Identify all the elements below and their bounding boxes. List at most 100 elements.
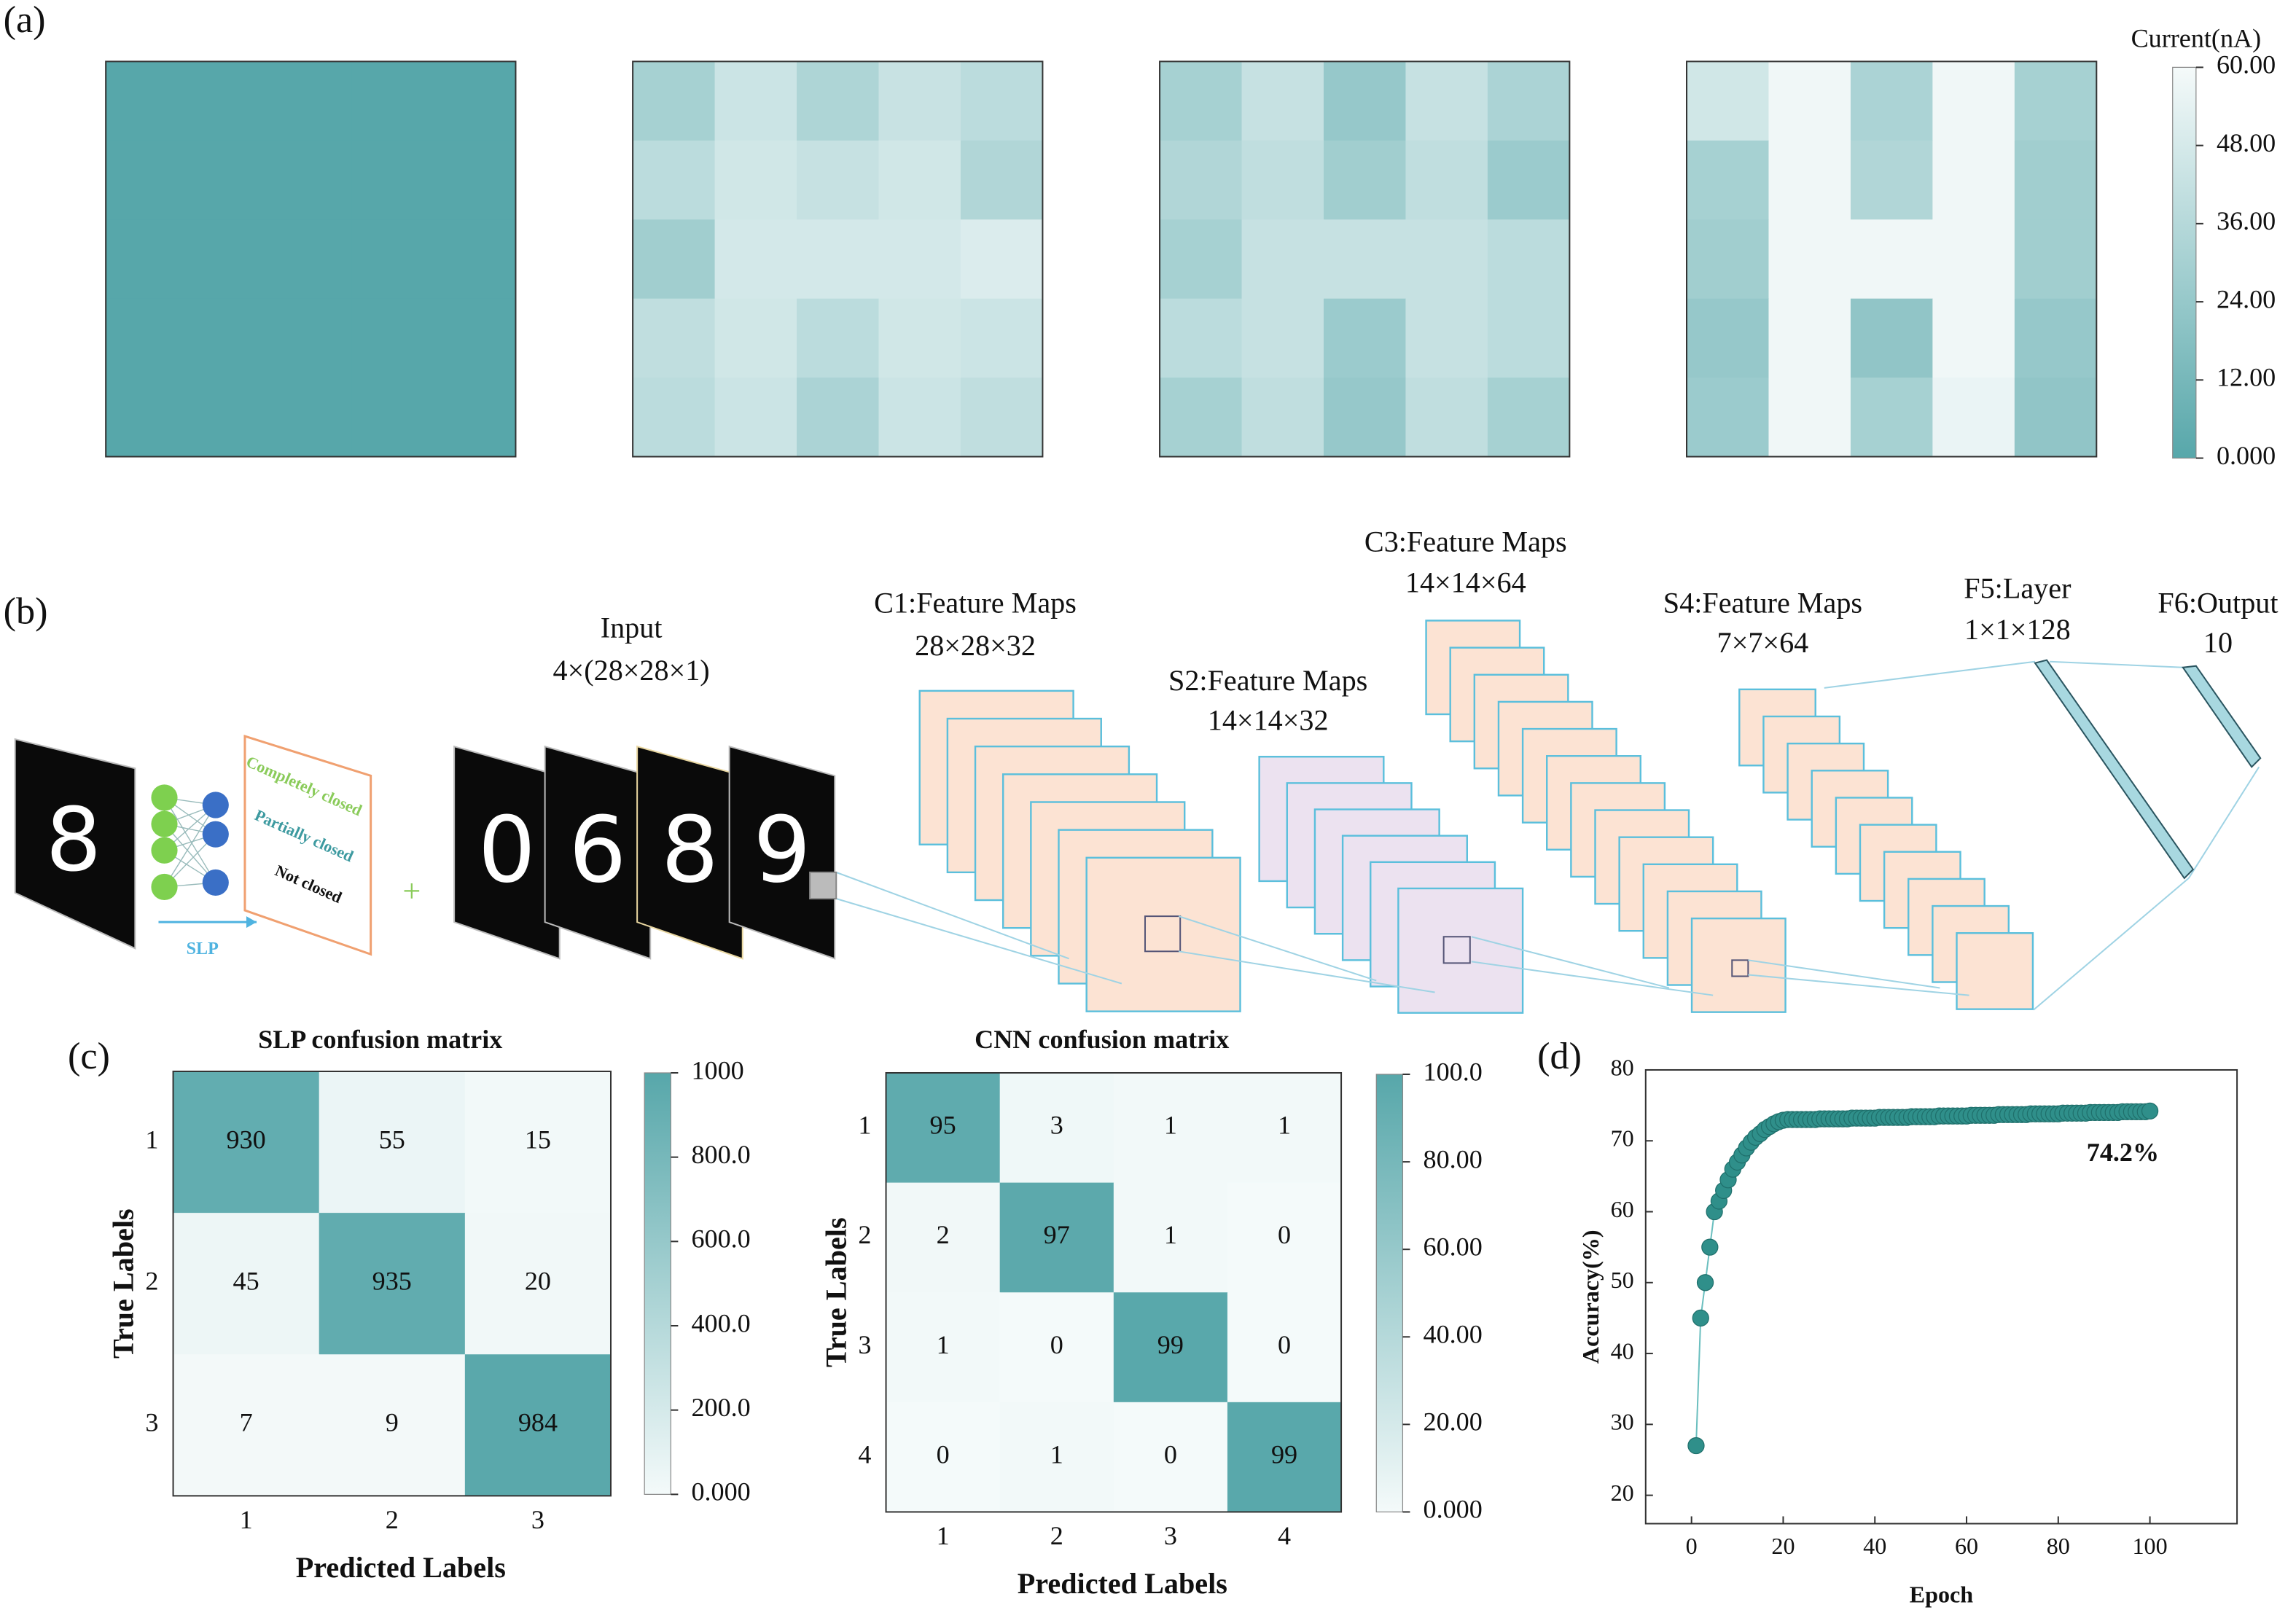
heatmap-cell — [1932, 378, 2015, 458]
y-tick-label: 60 — [1611, 1196, 1634, 1222]
colorbar-tick-label: 0.000 — [2217, 441, 2276, 470]
layer-size: 10 — [2203, 626, 2233, 659]
y-tick-label: 2 — [145, 1266, 158, 1295]
heatmap-cell — [270, 140, 353, 220]
colorbar-tick-label: 24.00 — [2217, 284, 2276, 313]
kernel — [1731, 959, 1749, 977]
cell-label: 1 — [1278, 1111, 1291, 1140]
digit-card — [544, 745, 652, 960]
heatmap-cell — [714, 61, 797, 141]
x-tick-label: 4 — [1278, 1521, 1291, 1550]
heatmap-cell — [878, 61, 961, 141]
feature-map — [1397, 887, 1524, 1014]
heatmap-cell — [878, 298, 961, 378]
heatmap-cell — [878, 219, 961, 300]
heatmap-cell — [878, 140, 961, 220]
x-tick-label: 0 — [1686, 1533, 1698, 1559]
cell-label: 0 — [1278, 1220, 1291, 1249]
colorbar — [644, 1072, 671, 1495]
heatmap-cell — [1405, 298, 1488, 378]
x-tick-label: 80 — [2047, 1533, 2070, 1559]
heatmap-cell — [1768, 140, 1851, 220]
colorbar-tick-label: 600.0 — [691, 1224, 750, 1254]
x-tick-label: 3 — [531, 1505, 544, 1534]
x-tick-label: 60 — [1955, 1533, 1978, 1559]
heatmap-cell — [1768, 219, 1851, 300]
heatmap-cell — [2014, 378, 2097, 458]
layer-size: 14×14×64 — [1405, 566, 1526, 598]
heatmap-cell — [2014, 219, 2097, 300]
colorbar-tick-label: 12.00 — [2217, 363, 2276, 392]
digit-card — [728, 745, 836, 960]
matrix-cell — [1227, 1072, 1342, 1184]
matrix-cell — [999, 1072, 1114, 1184]
panel-label: (c) — [68, 1035, 110, 1077]
matrix-cell — [464, 1354, 612, 1496]
colorbar — [2172, 66, 2197, 459]
panel-label: (a) — [4, 0, 46, 41]
heatmap-cell — [1850, 61, 1933, 141]
cell-label: 0 — [1278, 1330, 1291, 1359]
colorbar-tick-label: 40.00 — [1424, 1320, 1483, 1349]
heatmap-cell — [1405, 219, 1488, 300]
cell-label: 0 — [1164, 1439, 1177, 1469]
heatmap-cell — [351, 219, 434, 300]
heatmap-cell — [1405, 140, 1488, 220]
panel-label: (d) — [1537, 1035, 1582, 1077]
layer-name: C1:Feature Maps — [874, 587, 1077, 620]
panel-frame — [632, 60, 1044, 458]
cell-label: 1 — [937, 1330, 950, 1359]
heatmap-cell — [270, 298, 353, 378]
heatmap-cell — [351, 298, 434, 378]
x-tick-label: 20 — [1771, 1533, 1795, 1559]
cnn-diagram: (b) 8 SLP Completely closed Partially cl… — [4, 525, 2279, 1014]
y-tick-label: 4 — [858, 1439, 871, 1469]
cell-label: 0 — [1050, 1330, 1063, 1359]
cell-label: 7 — [240, 1408, 253, 1437]
colorbar — [1375, 1074, 1404, 1513]
heatmap-cell — [1932, 219, 2015, 300]
heatmap-cell — [351, 61, 434, 141]
y-tick-label: 70 — [1611, 1125, 1634, 1152]
heatmap-cell — [187, 61, 270, 141]
heatmap-cell — [1160, 140, 1243, 220]
heatmap-cell — [1323, 378, 1407, 458]
matrix-cell — [173, 1354, 320, 1496]
panel-frame — [105, 60, 517, 458]
digit: 9 — [753, 797, 811, 903]
heatmap-cell — [270, 61, 353, 141]
y-tick-label: 30 — [1611, 1409, 1634, 1435]
x-tick-label: 100 — [2132, 1533, 2167, 1559]
heatmap-cell — [1850, 378, 1933, 458]
heatmap-cell — [1323, 61, 1407, 141]
colorbar-tick-label: 48.00 — [2217, 128, 2276, 157]
matrix-cell — [1113, 1072, 1228, 1184]
heatmap-cell — [434, 298, 517, 378]
accuracy-point — [1687, 1437, 1705, 1455]
y-tick-label: 1 — [858, 1111, 871, 1140]
x-tick-label: 2 — [1050, 1521, 1063, 1550]
colorbar-tick-label: 1000 — [691, 1055, 743, 1085]
heatmap-cell — [187, 378, 270, 458]
heatmap-cell — [270, 378, 353, 458]
heatmap-cell — [1687, 378, 1770, 458]
colorbar-tick-label: 800.0 — [691, 1140, 750, 1169]
plus: + — [402, 873, 421, 909]
layer-name: C3:Feature Maps — [1364, 525, 1567, 558]
heatmap-cell — [633, 378, 716, 458]
heatmap-cell — [1768, 61, 1851, 141]
arrow-head — [246, 916, 257, 929]
y-tick-label: 40 — [1611, 1337, 1634, 1364]
x-axis-label: Predicted Labels — [296, 1551, 506, 1584]
heatmap-cell — [1323, 140, 1407, 220]
f5-layer — [2034, 659, 2195, 880]
feature-map — [1085, 856, 1241, 1012]
chart-title: CNN confusion matrix — [975, 1025, 1229, 1054]
heatmap-cell — [1932, 140, 2015, 220]
heatmap-cell — [1687, 219, 1770, 300]
cell-label: 20 — [525, 1266, 551, 1295]
digit: 8 — [46, 789, 102, 891]
colorbar-tick-label: 60.00 — [2217, 50, 2276, 79]
heatmap-cell — [1487, 219, 1570, 300]
x-tick-label: 3 — [1164, 1521, 1177, 1550]
